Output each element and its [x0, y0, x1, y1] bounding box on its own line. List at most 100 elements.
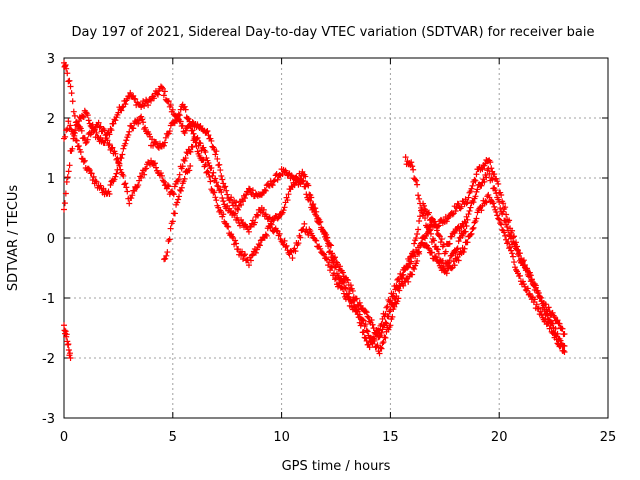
- data-point: [105, 142, 112, 149]
- data-point: [91, 126, 98, 133]
- data-point: [229, 233, 236, 240]
- data-point: [416, 217, 423, 224]
- data-point: [301, 220, 308, 227]
- data-point: [312, 205, 319, 212]
- data-point: [408, 159, 415, 166]
- data-point: [483, 199, 490, 206]
- data-point: [75, 122, 82, 129]
- data-point: [404, 263, 411, 270]
- data-point: [179, 163, 186, 170]
- data-point: [384, 303, 391, 310]
- data-point: [547, 322, 554, 329]
- data-point: [69, 145, 76, 152]
- data-point: [275, 214, 282, 221]
- data-point: [224, 191, 231, 198]
- data-point: [440, 241, 447, 248]
- data-point: [202, 148, 209, 155]
- data-point: [389, 293, 396, 300]
- data-point: [182, 106, 189, 113]
- data-point: [416, 248, 423, 255]
- data-point: [273, 227, 280, 234]
- data-point: [90, 127, 97, 134]
- data-point: [255, 241, 262, 248]
- data-point: [218, 172, 225, 179]
- data-point: [107, 182, 114, 189]
- data-point: [462, 228, 469, 235]
- data-point: [321, 251, 328, 258]
- series-track-5: [61, 322, 74, 361]
- data-point: [89, 121, 96, 128]
- data-point: [192, 139, 199, 146]
- data-point: [425, 245, 432, 252]
- data-point: [78, 127, 85, 134]
- data-point: [269, 182, 276, 189]
- data-point: [409, 163, 416, 170]
- data-point: [358, 320, 365, 327]
- data-point: [521, 261, 528, 268]
- data-point: [557, 337, 564, 344]
- data-point: [445, 259, 452, 266]
- data-point: [197, 122, 204, 129]
- data-point: [464, 199, 471, 206]
- data-point: [160, 92, 167, 99]
- data-point: [64, 70, 71, 77]
- data-point: [70, 108, 77, 115]
- data-point: [119, 151, 126, 158]
- data-point: [141, 171, 148, 178]
- data-point: [454, 224, 461, 231]
- data-point: [204, 168, 211, 175]
- data-point: [228, 194, 235, 201]
- data-point: [473, 215, 480, 222]
- data-point: [158, 84, 165, 91]
- data-point: [400, 282, 407, 289]
- data-point: [449, 211, 456, 218]
- data-point: [131, 188, 138, 195]
- data-point: [448, 265, 455, 272]
- data-point: [369, 321, 376, 328]
- data-point: [503, 211, 510, 218]
- data-point: [101, 139, 108, 146]
- data-point: [533, 301, 540, 308]
- data-point: [160, 178, 167, 185]
- data-point: [468, 185, 475, 192]
- data-point: [552, 331, 559, 338]
- data-point: [504, 223, 511, 230]
- data-point: [427, 230, 434, 237]
- data-point: [205, 132, 212, 139]
- data-point: [106, 190, 113, 197]
- data-point: [82, 139, 89, 146]
- data-point: [113, 170, 120, 177]
- data-point: [187, 163, 194, 169]
- data-point: [425, 226, 432, 233]
- data-point: [193, 143, 200, 150]
- data-point: [371, 336, 378, 343]
- x-axis-label: GPS time / hours: [282, 459, 391, 474]
- data-point: [435, 232, 442, 239]
- data-point: [561, 349, 568, 355]
- data-point: [65, 168, 72, 175]
- data-point: [200, 144, 207, 151]
- data-point: [85, 117, 92, 124]
- data-point: [383, 304, 390, 311]
- data-point: [126, 128, 133, 135]
- data-point: [508, 247, 515, 254]
- data-point: [187, 122, 194, 129]
- data-point: [263, 232, 270, 239]
- data-point: [157, 170, 164, 177]
- data-point: [360, 317, 367, 324]
- data-point: [391, 303, 398, 310]
- data-point: [423, 241, 430, 248]
- data-point: [209, 172, 216, 179]
- data-point: [130, 92, 137, 99]
- data-point: [111, 176, 118, 183]
- data-point: [142, 166, 149, 173]
- data-point: [325, 243, 332, 250]
- data-point: [161, 88, 168, 95]
- data-point: [138, 113, 145, 120]
- data-point: [190, 130, 197, 137]
- data-point: [440, 217, 447, 224]
- data-point: [285, 191, 292, 198]
- data-point: [554, 317, 561, 324]
- data-point: [524, 285, 531, 292]
- data-point: [455, 238, 462, 245]
